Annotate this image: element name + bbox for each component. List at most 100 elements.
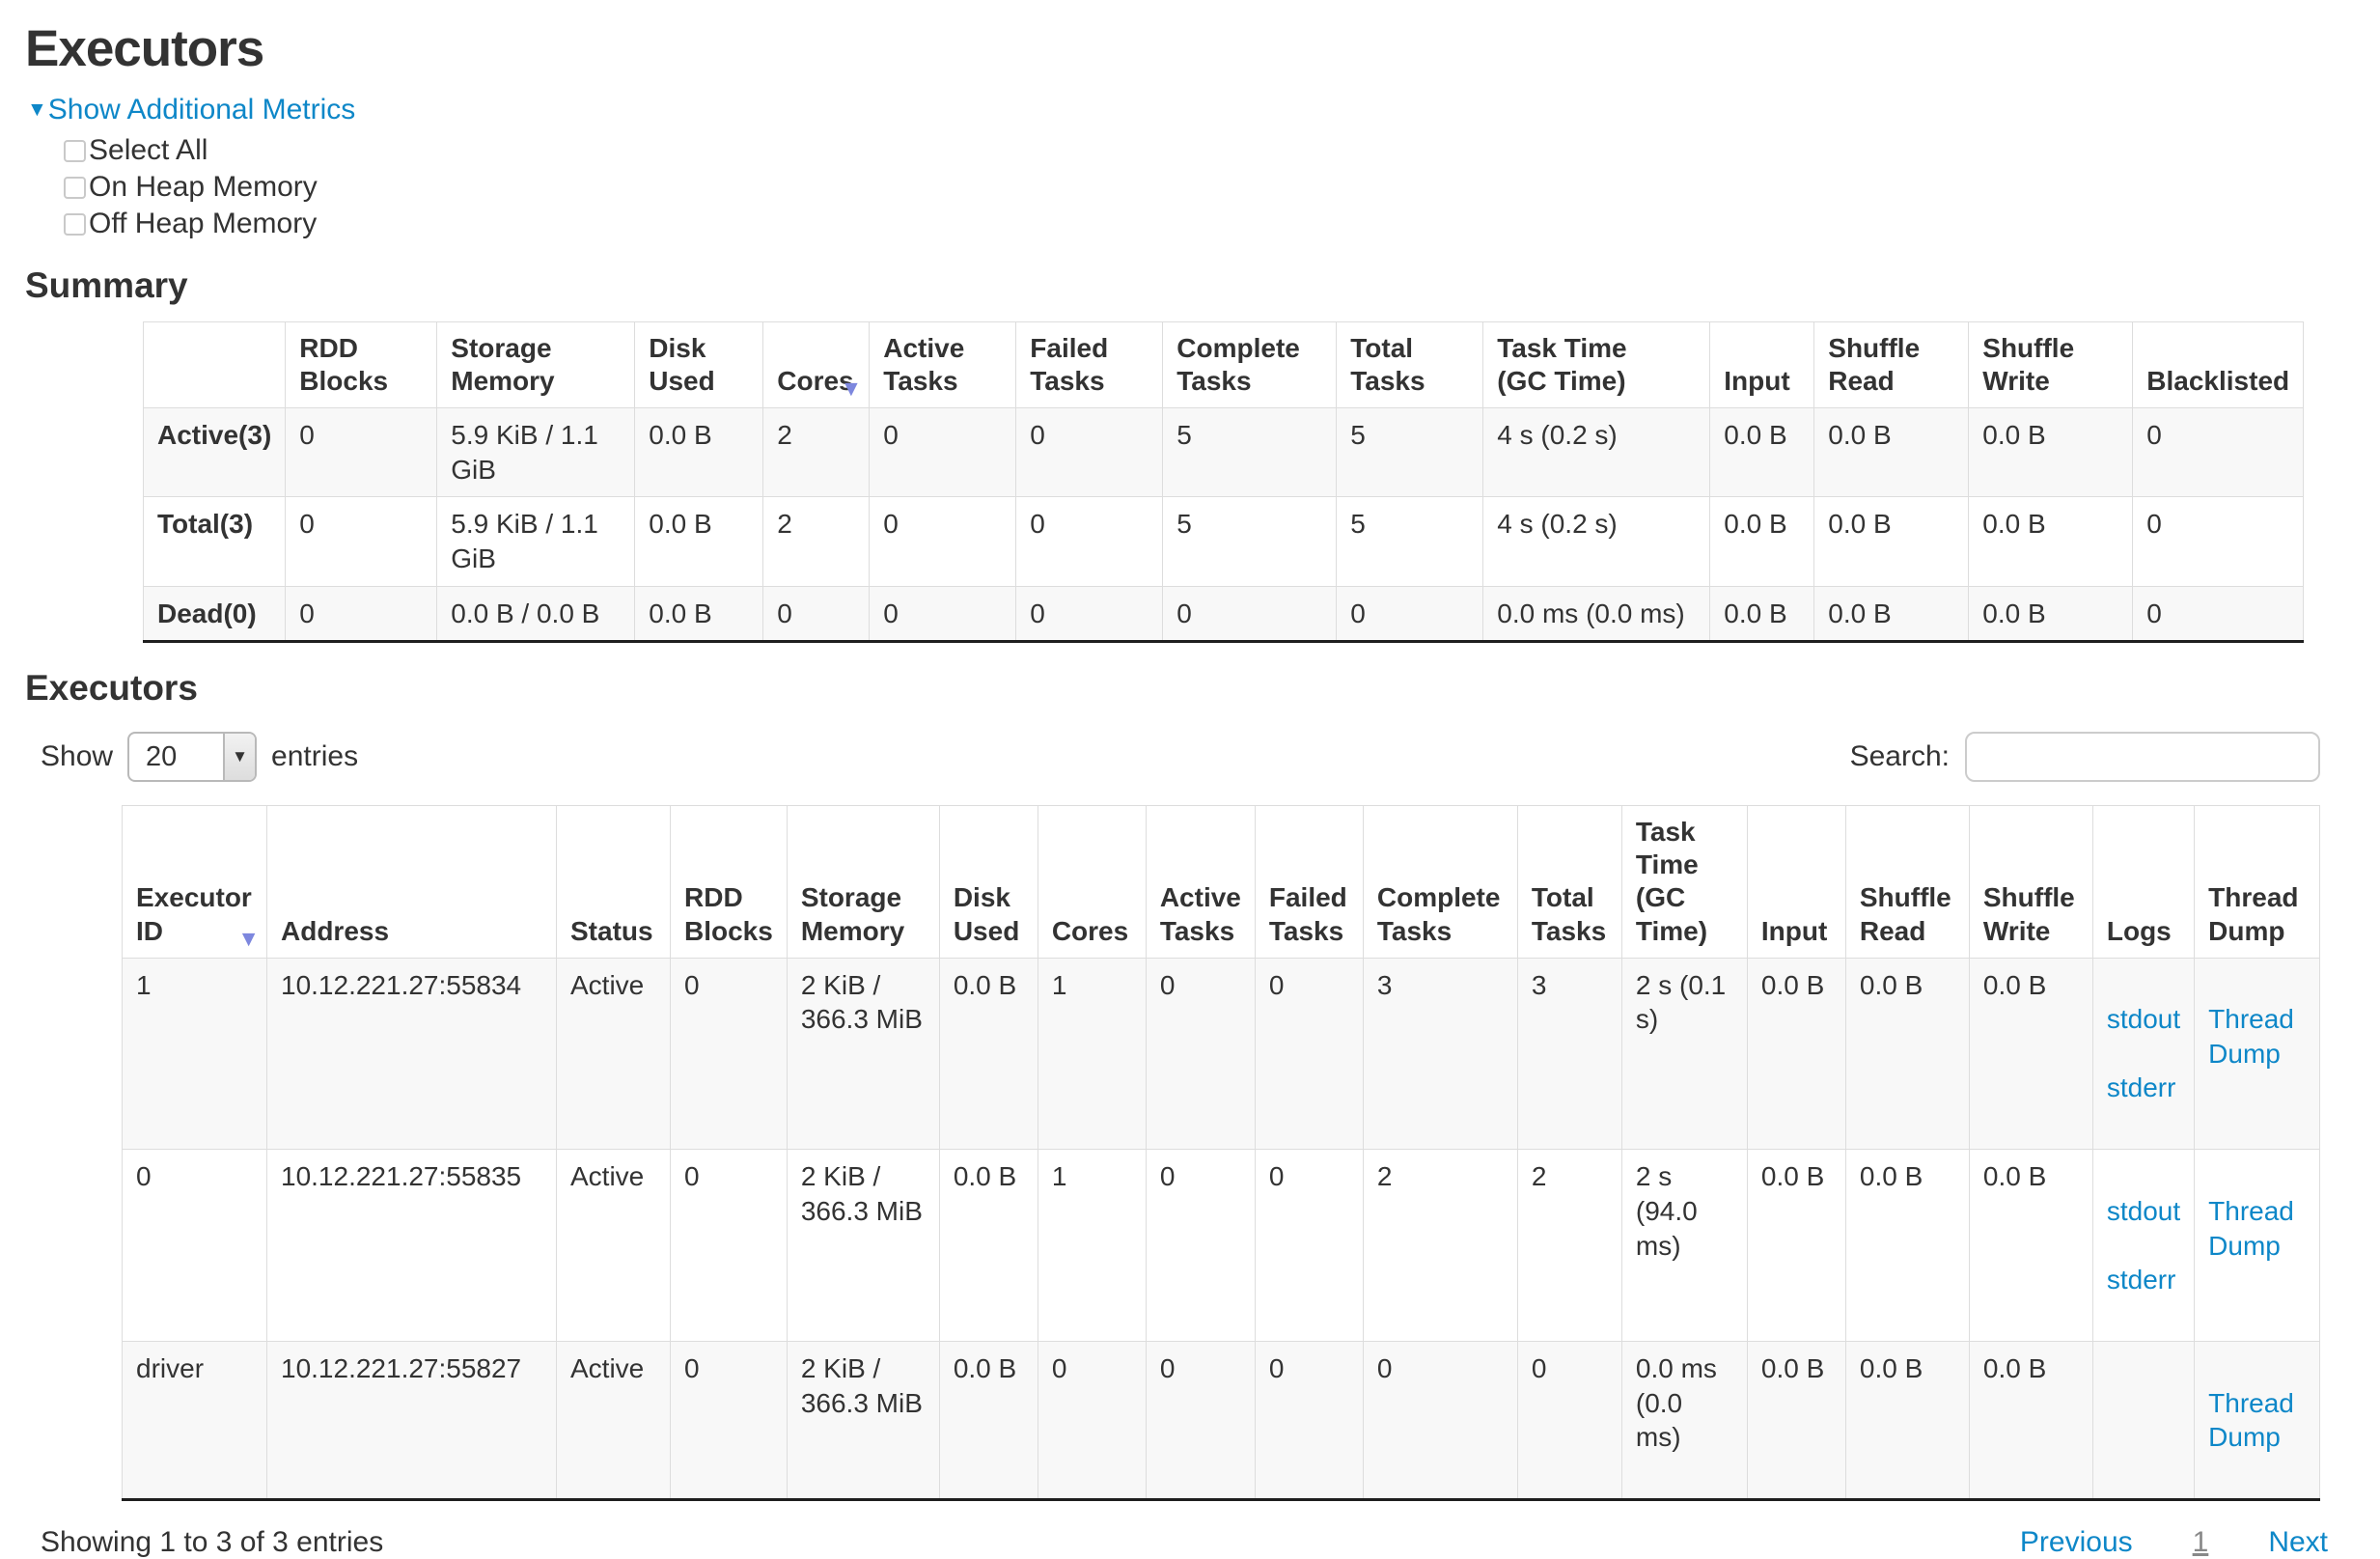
- cell: 0: [762, 585, 871, 644]
- column-header[interactable]: RDD Blocks: [285, 320, 438, 409]
- column-header[interactable]: Failed Tasks: [1254, 805, 1364, 959]
- metric-option-on-heap: On Heap Memory: [64, 171, 2355, 204]
- cell: 3: [1516, 957, 1622, 1151]
- cell: 5: [1162, 496, 1338, 587]
- page-size-select[interactable]: 20 ▼: [127, 732, 258, 783]
- sort-desc-icon[interactable]: ▼: [840, 376, 863, 402]
- column-header[interactable]: [142, 320, 287, 409]
- cell: 0: [1037, 1341, 1147, 1502]
- cell: 0.0 B: [938, 1149, 1038, 1343]
- column-header[interactable]: RDD Blocks: [670, 805, 788, 959]
- stderr-link[interactable]: stderr: [2106, 1265, 2176, 1295]
- metric-option-off-heap: Off Heap Memory: [64, 208, 2355, 240]
- cell: 0.0 B: [1844, 957, 1970, 1151]
- caret-down-icon: ▼: [27, 98, 47, 121]
- column-header-sorted[interactable]: Executor ID ▼: [122, 805, 267, 959]
- summary-table: RDD Blocks Storage Memory Disk Used Core…: [142, 320, 2305, 644]
- thread-dump-link[interactable]: Thread Dump: [2208, 1004, 2294, 1069]
- column-header[interactable]: Shuffle Write: [1968, 320, 2134, 409]
- on-heap-memory-label: On Heap Memory: [89, 171, 318, 203]
- column-header[interactable]: Total Tasks: [1516, 805, 1622, 959]
- thread-dump-cell: Thread Dump: [2194, 1341, 2321, 1502]
- show-additional-metrics-toggle[interactable]: ▼Show Additional Metrics: [27, 94, 2355, 126]
- cell: 10.12.221.27:55835: [266, 1149, 557, 1343]
- search-label: Search:: [1849, 740, 1950, 773]
- cell: 0: [1336, 585, 1484, 644]
- column-header[interactable]: Active Tasks: [1145, 805, 1256, 959]
- stderr-link[interactable]: stderr: [2106, 1072, 2176, 1103]
- thread-dump-cell: Thread Dump: [2194, 1149, 2321, 1343]
- off-heap-memory-checkbox[interactable]: [64, 212, 86, 236]
- sort-desc-icon[interactable]: ▼: [237, 925, 260, 951]
- column-header[interactable]: Active Tasks: [869, 320, 1017, 409]
- column-header[interactable]: Address: [266, 805, 557, 959]
- cell: 0: [1254, 957, 1364, 1151]
- executors-header-row: Executor ID ▼ Address Status RDD Blocks S…: [122, 805, 2321, 959]
- cell: 0: [670, 1341, 788, 1502]
- column-header[interactable]: Failed Tasks: [1015, 320, 1164, 409]
- cell: 0: [869, 407, 1017, 498]
- cell: 10.12.221.27:55827: [266, 1341, 557, 1502]
- column-header[interactable]: Input: [1709, 320, 1815, 409]
- cell: 0.0 B: [1968, 585, 2134, 644]
- column-header[interactable]: Complete Tasks: [1362, 805, 1518, 959]
- column-header[interactable]: Complete Tasks: [1162, 320, 1338, 409]
- column-header[interactable]: Task Time (GC Time): [1482, 320, 1711, 409]
- thread-dump-link[interactable]: Thread Dump: [2208, 1387, 2294, 1453]
- executors-heading: Executors: [25, 668, 198, 709]
- cell: 0.0 B: [1844, 1149, 1970, 1343]
- cell: 0.0 B: [1844, 1341, 1970, 1502]
- cell: 0.0 B: [1813, 585, 1970, 644]
- select-all-checkbox[interactable]: [64, 139, 86, 162]
- column-header[interactable]: Cores: [1037, 805, 1147, 959]
- cell: 0: [1015, 496, 1164, 587]
- cell: 0.0 B: [1709, 496, 1815, 587]
- column-header[interactable]: Storage Memory: [436, 320, 636, 409]
- stdout-link[interactable]: stdout: [2106, 1004, 2181, 1035]
- cell: 0.0 ms (0.0 ms): [1620, 1341, 1748, 1502]
- logs-cell: stdout stderr: [2091, 1149, 2196, 1343]
- stdout-link[interactable]: stdout: [2106, 1195, 2181, 1226]
- additional-metrics-list: Select All On Heap Memory Off Heap Memor…: [64, 134, 2355, 240]
- cell: 0.0 B: [1813, 496, 1970, 587]
- table-row: driver 10.12.221.27:55827 Active 0 2 KiB…: [122, 1341, 2321, 1502]
- cell: 0: [1145, 957, 1256, 1151]
- logs-cell: [2091, 1341, 2196, 1502]
- thread-dump-link[interactable]: Thread Dump: [2208, 1195, 2294, 1261]
- show-additional-metrics-link[interactable]: Show Additional Metrics: [47, 94, 356, 125]
- column-header[interactable]: Storage Memory: [786, 805, 940, 959]
- column-header[interactable]: Shuffle Write: [1968, 805, 2093, 959]
- cell: 0: [1362, 1341, 1518, 1502]
- cell: 2: [1516, 1149, 1622, 1343]
- cell: 2: [1362, 1149, 1518, 1343]
- cell: 0.0 B: [1709, 407, 1815, 498]
- cell: 0: [1145, 1149, 1256, 1343]
- column-header[interactable]: Status: [556, 805, 671, 959]
- summary-heading: Summary: [25, 265, 188, 305]
- cell: 2 KiB / 366.3 MiB: [786, 1341, 940, 1502]
- pagination: Previous 1 Next: [2020, 1526, 2355, 1559]
- column-header[interactable]: Shuffle Read: [1844, 805, 1970, 959]
- page-number[interactable]: 1: [2192, 1526, 2209, 1559]
- next-button[interactable]: Next: [2268, 1526, 2328, 1559]
- cell: 0: [285, 496, 438, 587]
- cell: 0.0 B / 0.0 B: [436, 585, 636, 644]
- column-header[interactable]: Disk Used: [938, 805, 1038, 959]
- column-header[interactable]: Shuffle Read: [1813, 320, 1970, 409]
- column-header[interactable]: Task Time (GC Time): [1620, 805, 1748, 959]
- column-header[interactable]: Thread Dump: [2194, 805, 2321, 959]
- cell: 0.0 B: [1813, 407, 1970, 498]
- cell: 0.0 B: [1746, 1149, 1846, 1343]
- column-header[interactable]: Disk Used: [634, 320, 764, 409]
- on-heap-memory-checkbox[interactable]: [64, 176, 86, 199]
- search-input[interactable]: [1965, 732, 2320, 783]
- column-header[interactable]: Logs: [2091, 805, 2196, 959]
- previous-button[interactable]: Previous: [2019, 1526, 2133, 1559]
- column-header[interactable]: Blacklisted: [2132, 320, 2305, 409]
- cell: 2 KiB / 366.3 MiB: [786, 1149, 940, 1343]
- showing-entries-text: Showing 1 to 3 of 3 entries: [41, 1526, 384, 1559]
- cell: 2: [762, 496, 871, 587]
- column-header[interactable]: Input: [1746, 805, 1846, 959]
- column-header-sorted[interactable]: Cores ▼: [762, 320, 871, 409]
- column-header[interactable]: Total Tasks: [1336, 320, 1484, 409]
